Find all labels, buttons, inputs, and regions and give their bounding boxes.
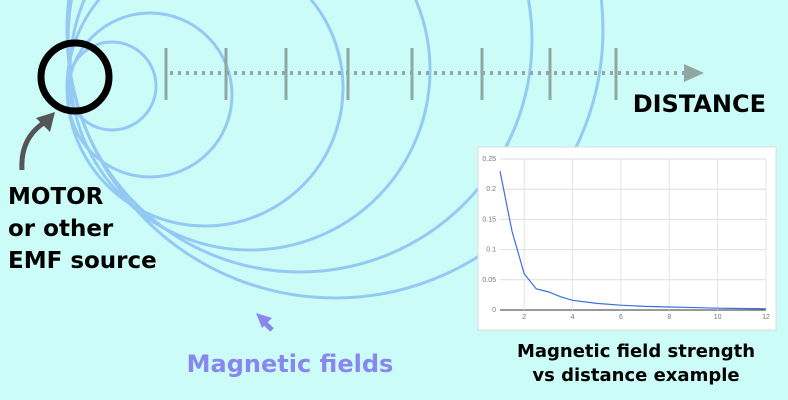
field-ring — [65, 0, 605, 300]
fields-label: Magnetic fields — [187, 350, 394, 378]
source-label: EMF source — [8, 248, 157, 274]
arrow-head — [684, 64, 704, 82]
data-line — [499, 170, 767, 310]
x-tick-label: 10 — [714, 314, 722, 321]
x-tick-label: 12 — [762, 314, 770, 321]
magnetic-field-rings — [65, 0, 605, 300]
caption: Magnetic field strength — [517, 341, 755, 362]
motor-pointer-head — [36, 112, 55, 132]
chart-panel — [477, 146, 777, 331]
y-tick-label: 0.1 — [486, 247, 496, 254]
x-tick-label: 2 — [522, 314, 526, 321]
source-label: or other — [8, 216, 114, 242]
x-tick-label: 8 — [667, 314, 671, 321]
x-tick-label: 6 — [619, 314, 623, 321]
field-ring — [65, 0, 345, 228]
source-label: MOTOR — [8, 184, 104, 210]
x-tick-label: 4 — [571, 314, 575, 321]
motor-pointer — [19, 119, 47, 171]
y-tick-label: 0.05 — [482, 277, 496, 284]
chart: 0 0.05 0.1 0.15 0.2 0.25 2 4 6 8 10 12 — [482, 156, 770, 321]
caption: vs distance example — [532, 365, 739, 386]
y-tick-label: 0.2 — [486, 186, 496, 193]
distance-label: DISTANCE — [633, 90, 766, 118]
y-tick-label: 0.25 — [482, 156, 496, 163]
y-tick-label: 0 — [492, 307, 496, 314]
fields-pointer-head — [256, 313, 272, 328]
y-tick-label: 0.15 — [482, 216, 496, 223]
motor-circle — [37, 39, 113, 115]
